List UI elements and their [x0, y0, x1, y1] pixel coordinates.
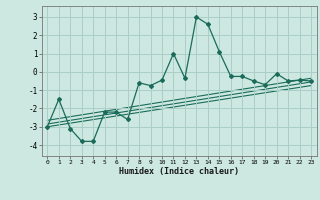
X-axis label: Humidex (Indice chaleur): Humidex (Indice chaleur) — [119, 167, 239, 176]
